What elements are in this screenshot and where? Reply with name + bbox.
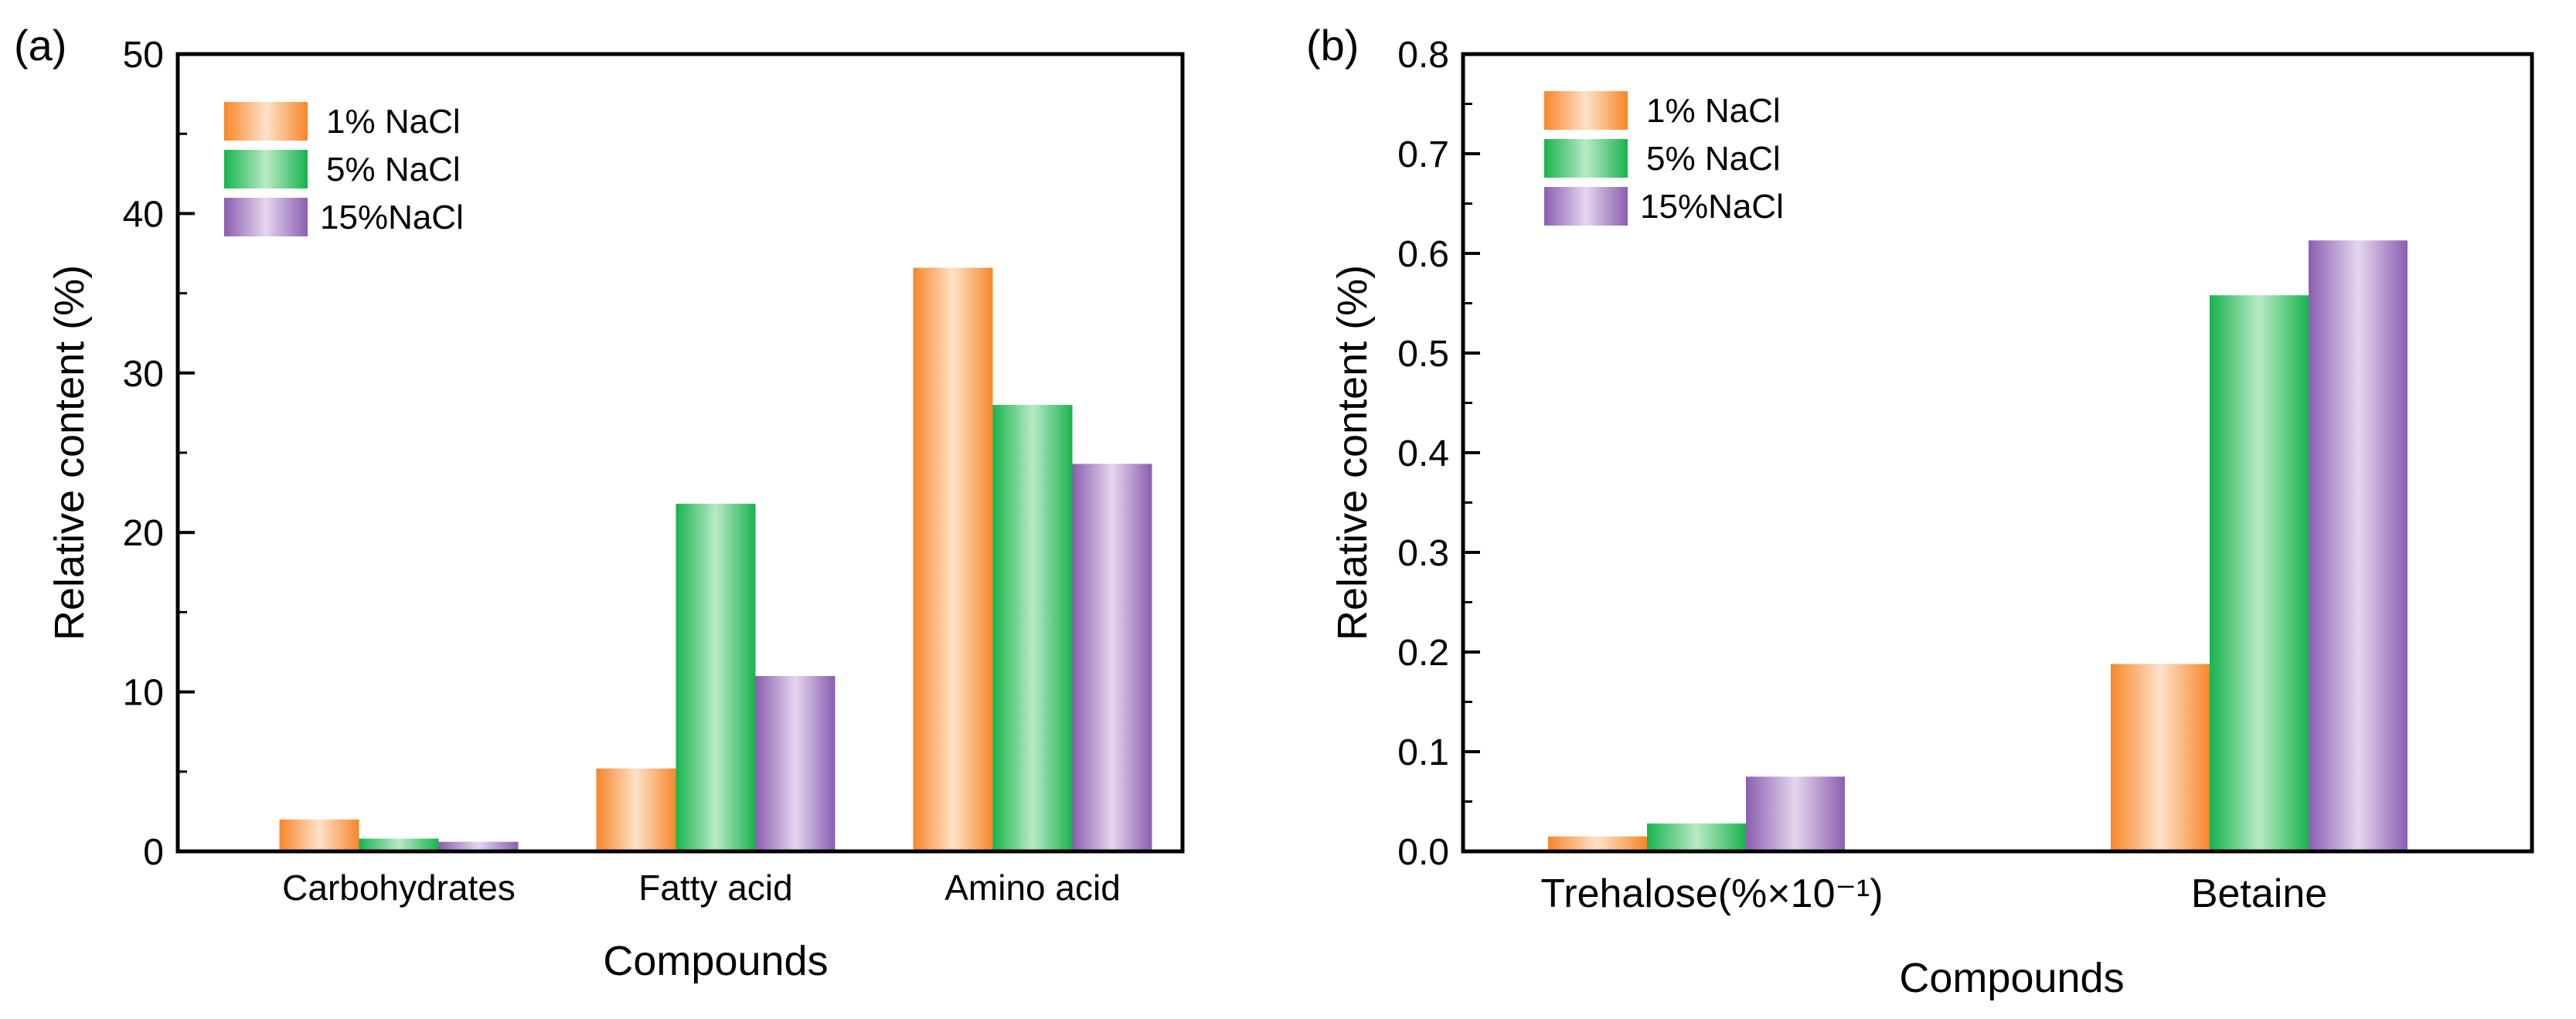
y-tick-label: 0.7 xyxy=(1397,134,1449,175)
y-tick-label: 0.8 xyxy=(1397,35,1449,76)
plot-frame xyxy=(175,52,1185,854)
panel-b: (b) 0.0 0.1 0.2 0.3 0.4 0.5 0.6 0.7 0.8 Trehalos… xyxy=(1306,21,2534,1001)
legend-swatch xyxy=(1544,139,1628,178)
bar xyxy=(2111,664,2210,851)
y-tick-label: 10 xyxy=(123,673,164,714)
legend-label: 5% NaCl xyxy=(326,151,461,189)
panel-a: (a) 0 10 20 30 40 50 Carbohydrates Fatty acid… xyxy=(14,21,1185,984)
legend: 1% NaCl 5% NaCl 15%NaCl xyxy=(1544,91,1784,226)
y-tick-label: 0.4 xyxy=(1397,433,1449,474)
y-tick-label: 40 xyxy=(123,194,164,235)
bar xyxy=(1647,823,1746,851)
x-tick-label: Trehalose(%×10⁻¹) xyxy=(1540,871,1883,916)
legend-swatch xyxy=(224,198,308,236)
plot-frame xyxy=(1461,52,2534,854)
y-tick-label: 0.6 xyxy=(1397,234,1449,275)
bars xyxy=(1548,240,2408,852)
bar xyxy=(1746,776,1845,852)
x-tick-labels: Trehalose(%×10⁻¹) Betaine xyxy=(1540,871,2327,916)
x-axis-title: Compounds xyxy=(603,938,828,984)
y-ticks: 0 10 20 30 40 50 xyxy=(123,35,195,873)
y-tick-label: 0.5 xyxy=(1397,334,1449,375)
bar xyxy=(913,267,993,852)
bar xyxy=(675,504,756,851)
bar xyxy=(1072,464,1152,851)
y-tick-label: 0.2 xyxy=(1397,633,1449,674)
legend-swatch xyxy=(224,102,308,141)
bar xyxy=(279,819,359,851)
legend-label: 1% NaCl xyxy=(1646,92,1781,130)
bar xyxy=(438,841,519,851)
x-tick-label: Carbohydrates xyxy=(282,868,516,908)
bars xyxy=(279,267,1152,852)
y-tick-label: 0.0 xyxy=(1397,832,1449,873)
y-tick-label: 30 xyxy=(123,354,164,395)
bar xyxy=(2210,295,2309,851)
bar xyxy=(596,768,676,851)
legend-swatch xyxy=(1544,91,1628,130)
x-tick-label: Amino acid xyxy=(944,868,1121,908)
legend-label: 15%NaCl xyxy=(1640,188,1784,226)
y-axis-title: Relative content (%) xyxy=(1329,265,1376,640)
y-ticks: 0.0 0.1 0.2 0.3 0.4 0.5 0.6 0.7 0.8 xyxy=(1397,35,1480,873)
y-tick-label: 50 xyxy=(123,35,164,76)
y-axis-title: Relative content (%) xyxy=(46,265,93,640)
panel-label: (a) xyxy=(14,21,66,70)
bar xyxy=(359,838,439,851)
legend-label: 15%NaCl xyxy=(320,199,464,236)
y-tick-label: 0.3 xyxy=(1397,533,1449,574)
legend-label: 5% NaCl xyxy=(1646,140,1781,178)
legend: 1% NaCl 5% NaCl 15%NaCl xyxy=(224,102,464,236)
bar xyxy=(1548,836,1647,851)
bar xyxy=(2309,240,2408,851)
x-axis-title: Compounds xyxy=(1899,955,2124,1001)
y-tick-label: 0 xyxy=(143,832,164,873)
bar xyxy=(755,676,835,851)
panel-label: (b) xyxy=(1306,21,1359,70)
x-tick-label: Betaine xyxy=(2191,871,2327,916)
x-tick-labels: Carbohydrates Fatty acid Amino acid xyxy=(282,868,1121,908)
x-tick-label: Fatty acid xyxy=(638,868,792,908)
y-tick-label: 0.1 xyxy=(1397,732,1449,773)
legend-swatch xyxy=(1544,187,1628,226)
legend-label: 1% NaCl xyxy=(326,103,461,141)
y-tick-label: 20 xyxy=(123,513,164,554)
legend-swatch xyxy=(224,150,308,189)
bar xyxy=(992,405,1073,851)
